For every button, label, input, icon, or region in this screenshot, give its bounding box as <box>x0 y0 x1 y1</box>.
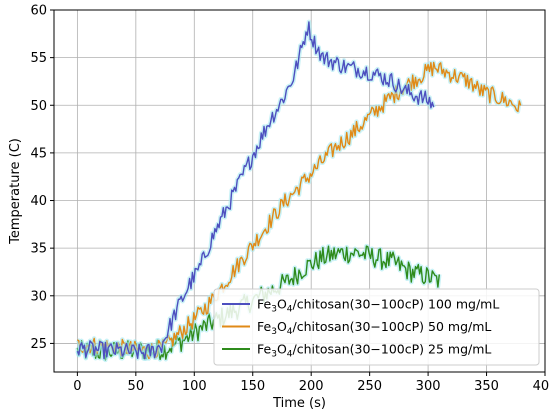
legend: Fe3O4/chitosan(30−100cP) 100 mg/mLFe3O4/… <box>213 288 540 366</box>
legend-item: Fe3O4/chitosan(30−100cP) 50 mg/mL <box>222 319 491 337</box>
plot-frame <box>53 9 546 373</box>
legend-label-part: O <box>277 342 287 357</box>
legend-label-part: 4 <box>287 350 293 360</box>
legend-label-part: Fe <box>257 342 272 357</box>
y-tick-label: 45 <box>30 146 47 161</box>
x-tick-label: 200 <box>299 379 324 394</box>
y-tick-label: 50 <box>30 99 47 114</box>
legend-label-part: O <box>277 297 287 312</box>
x-tick-label: 100 <box>182 379 207 394</box>
y-tick-label: 55 <box>30 51 47 66</box>
legend-item: Fe3O4/chitosan(30−100cP) 100 mg/mL <box>222 297 499 315</box>
y-tick-label: 60 <box>30 4 47 19</box>
y-tick-label: 40 <box>30 194 47 209</box>
series-line <box>76 21 435 360</box>
y-tick-label: 30 <box>30 289 47 304</box>
x-tick-label: 350 <box>474 379 499 394</box>
x-tick-label: 50 <box>128 379 145 394</box>
legend-label-part: 4 <box>287 305 293 315</box>
x-tick-label: 300 <box>416 379 441 394</box>
legend-label-part: Fe <box>257 297 272 312</box>
legend-label-part: 3 <box>271 305 277 315</box>
legend-label-part: Fe <box>257 319 272 334</box>
legend-box <box>213 288 540 366</box>
legend-label: Fe3O4/chitosan(30−100cP) 25 mg/mL <box>257 342 491 360</box>
x-tick-label: 250 <box>357 379 382 394</box>
legend-label: Fe3O4/chitosan(30−100cP) 100 mg/mL <box>257 297 499 315</box>
legend-label-part: 3 <box>271 327 277 337</box>
x-axis-label: Time (s) <box>272 396 326 411</box>
legend-label-part: 3 <box>271 350 277 360</box>
series-0 <box>75 19 436 361</box>
legend-label-part: 4 <box>287 327 293 337</box>
legend-label: Fe3O4/chitosan(30−100cP) 50 mg/mL <box>257 319 491 337</box>
axis-ticks: 0 50 100 150 200 250 300 350 400 25 30 35 40 45 50 55 60 <box>30 4 550 395</box>
legend-label-part: O <box>277 319 287 334</box>
legend-label-part: /chitosan(30−100cP) 50 mg/mL <box>293 319 492 334</box>
x-tick-label: 0 <box>73 379 81 394</box>
legend-label-part: /chitosan(30−100cP) 25 mg/mL <box>293 342 492 357</box>
x-tick-label: 150 <box>240 379 265 394</box>
y-axis-label: Temperature (C) <box>8 138 23 245</box>
x-tick-label: 400 <box>533 379 550 394</box>
legend-label-part: /chitosan(30−100cP) 100 mg/mL <box>293 297 500 312</box>
legend-item: Fe3O4/chitosan(30−100cP) 25 mg/mL <box>222 342 491 360</box>
y-tick-label: 35 <box>30 242 47 257</box>
y-tick-label: 25 <box>30 337 47 352</box>
